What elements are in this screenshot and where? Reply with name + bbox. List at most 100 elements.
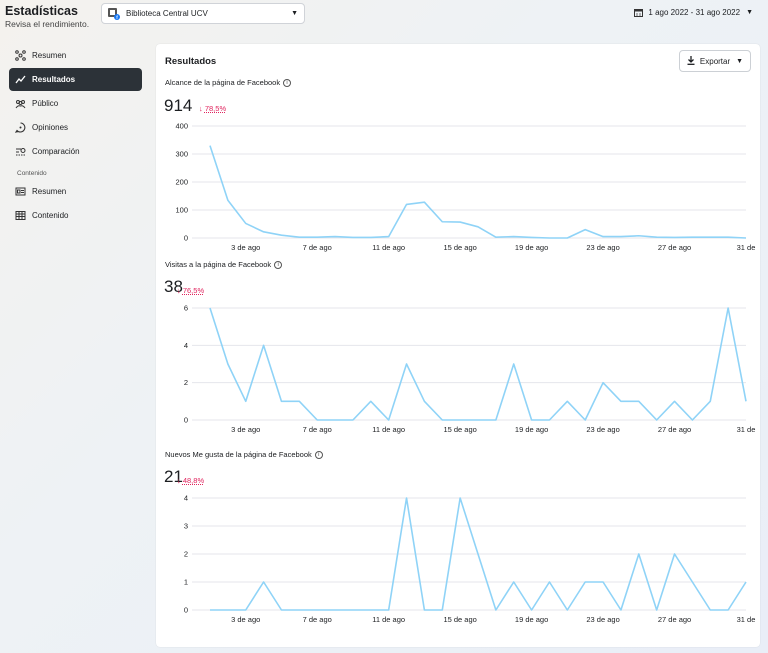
info-icon[interactable]: i [314,450,323,459]
data-point[interactable] [744,236,749,241]
data-point[interactable] [333,608,338,613]
data-point[interactable] [297,399,302,404]
data-point[interactable] [279,608,284,613]
data-point[interactable] [368,608,373,613]
data-point[interactable] [618,234,623,239]
data-point[interactable] [636,233,641,238]
data-point[interactable] [547,236,552,241]
data-point[interactable] [315,608,320,613]
data-point[interactable] [422,608,427,613]
data-point[interactable] [708,399,713,404]
data-point[interactable] [565,236,570,241]
data-point[interactable] [511,362,516,367]
sidebar-item-content-overview[interactable]: Resumen [9,180,142,203]
data-point[interactable] [476,552,481,557]
data-point[interactable] [690,235,695,240]
data-point[interactable] [690,418,695,423]
data-point[interactable] [208,143,213,148]
data-point[interactable] [529,418,534,423]
data-point[interactable] [601,234,606,239]
data-point[interactable] [440,219,445,224]
sidebar-item-audience[interactable]: Público [9,92,142,115]
data-point[interactable] [440,608,445,613]
sidebar-item-content[interactable]: Contenido [9,204,142,227]
data-point[interactable] [618,608,623,613]
data-point[interactable] [458,496,463,501]
data-point[interactable] [601,380,606,385]
data-point[interactable] [476,418,481,423]
data-point[interactable] [708,235,713,240]
sidebar-item-overview[interactable]: Resumen [9,44,142,67]
data-point[interactable] [476,224,481,229]
data-point[interactable] [654,418,659,423]
data-point[interactable] [511,234,516,239]
data-point[interactable] [279,233,284,238]
data-point[interactable] [654,235,659,240]
data-point[interactable] [422,399,427,404]
date-range-picker[interactable]: 1 ago 2022 - 31 ago 2022 ▼ [634,8,753,17]
data-point[interactable] [350,608,355,613]
data-point[interactable] [261,580,266,585]
data-point[interactable] [368,235,373,240]
data-point[interactable] [225,362,230,367]
data-point[interactable] [511,580,516,585]
data-point[interactable] [404,362,409,367]
data-point[interactable] [654,608,659,613]
data-point[interactable] [565,399,570,404]
data-point[interactable] [279,399,284,404]
data-point[interactable] [744,399,749,404]
data-point[interactable] [601,580,606,585]
data-point[interactable] [404,202,409,207]
data-point[interactable] [297,235,302,240]
data-point[interactable] [547,418,552,423]
data-point[interactable] [726,306,731,311]
info-icon[interactable]: i [283,78,292,87]
data-point[interactable] [618,399,623,404]
data-point[interactable] [422,200,427,205]
data-point[interactable] [636,552,641,557]
data-point[interactable] [583,580,588,585]
data-point[interactable] [672,235,677,240]
data-point[interactable] [493,235,498,240]
sidebar-item-feedback[interactable]: Opiniones [9,116,142,139]
data-point[interactable] [333,418,338,423]
data-point[interactable] [208,608,213,613]
data-point[interactable] [583,418,588,423]
data-point[interactable] [350,235,355,240]
data-point[interactable] [440,418,445,423]
data-point[interactable] [208,306,213,311]
data-point[interactable] [243,221,248,226]
data-point[interactable] [315,235,320,240]
info-icon[interactable]: i [274,260,283,269]
data-point[interactable] [690,580,695,585]
data-point[interactable] [261,229,266,234]
data-point[interactable] [726,608,731,613]
data-point[interactable] [386,608,391,613]
data-point[interactable] [225,198,230,203]
data-point[interactable] [297,608,302,613]
data-point[interactable] [243,399,248,404]
data-point[interactable] [726,235,731,240]
sidebar-item-results[interactable]: Resultados [9,68,142,91]
data-point[interactable] [368,399,373,404]
data-point[interactable] [386,234,391,239]
data-point[interactable] [529,608,534,613]
data-point[interactable] [565,608,570,613]
data-point[interactable] [404,496,409,501]
data-point[interactable] [672,552,677,557]
data-point[interactable] [708,608,713,613]
data-point[interactable] [225,608,230,613]
data-point[interactable] [315,418,320,423]
data-point[interactable] [636,399,641,404]
sidebar-item-compare[interactable]: Comparación [9,140,142,163]
page-selector[interactable]: f Biblioteca Central UCV ▼ [101,3,305,24]
data-point[interactable] [261,343,266,348]
data-point[interactable] [458,220,463,225]
data-point[interactable] [529,235,534,240]
data-point[interactable] [583,227,588,232]
data-point[interactable] [350,418,355,423]
data-point[interactable] [333,234,338,239]
data-point[interactable] [493,608,498,613]
data-point[interactable] [672,399,677,404]
data-point[interactable] [744,580,749,585]
